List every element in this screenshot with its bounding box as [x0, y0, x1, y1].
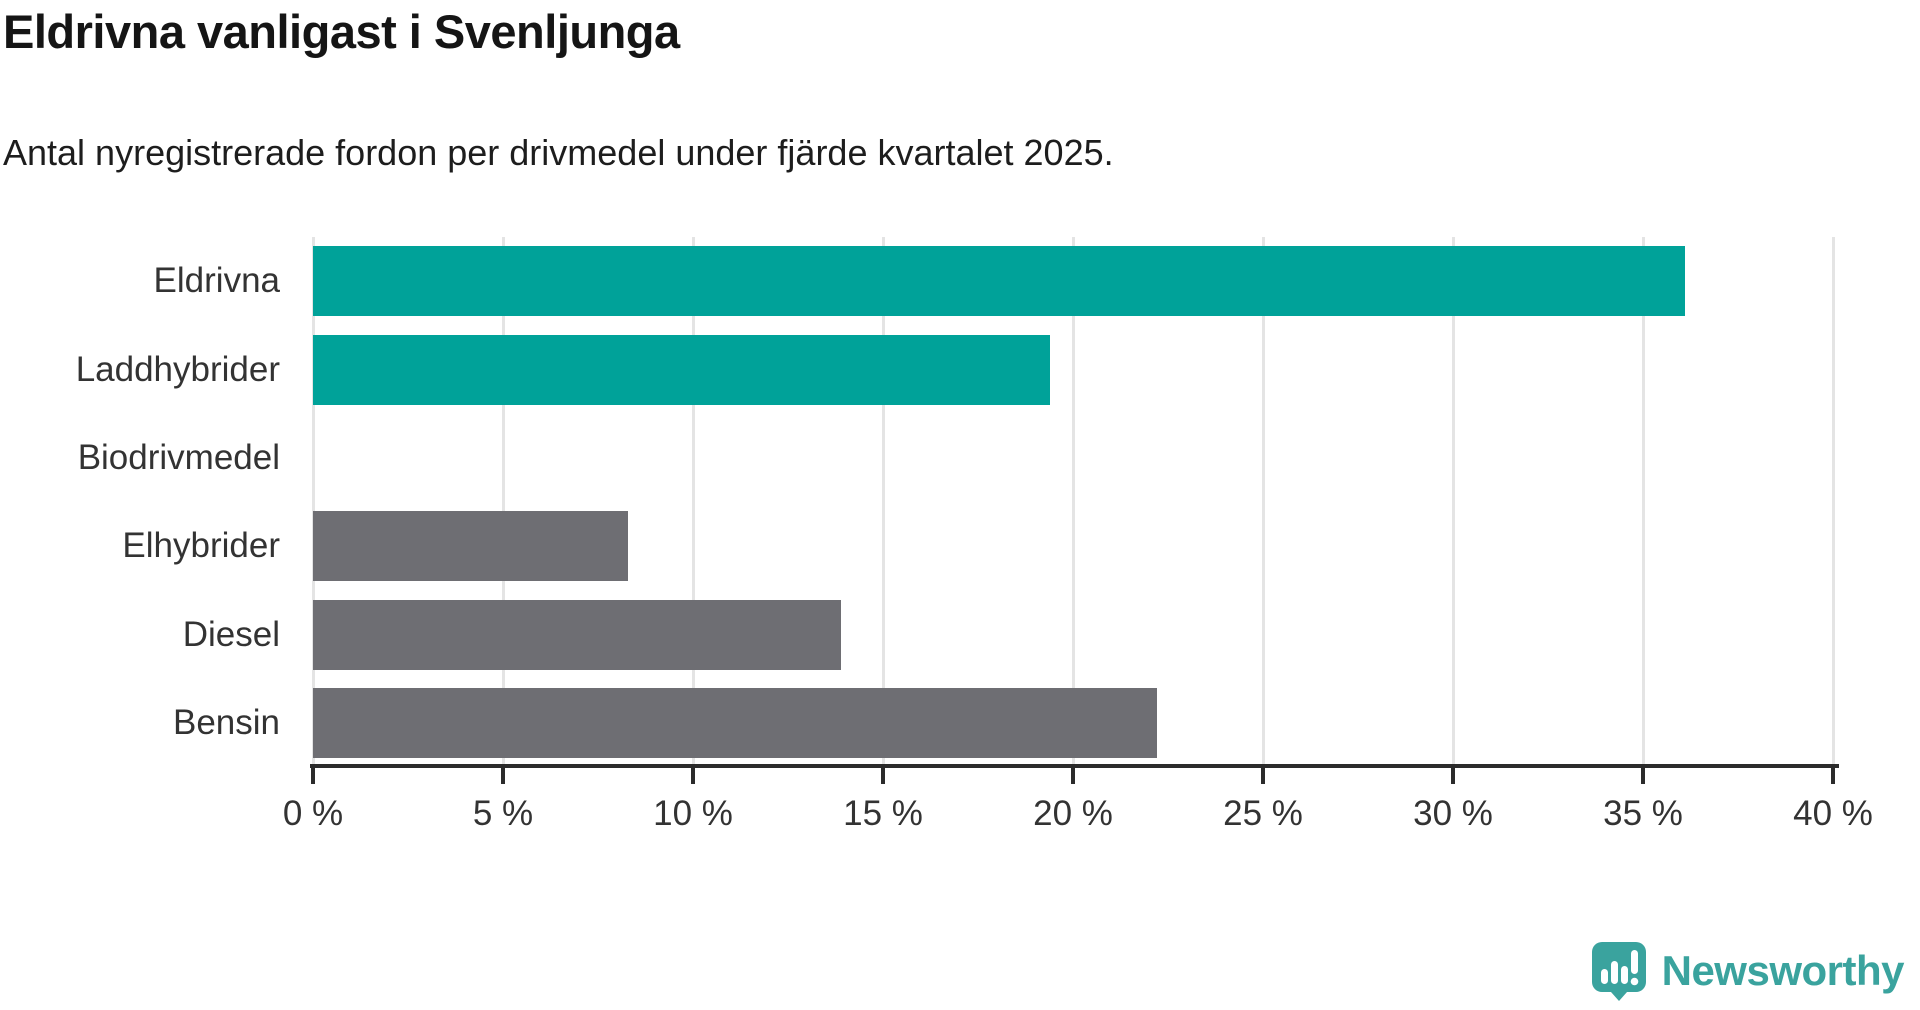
tick-label-0: 0 % — [282, 794, 344, 833]
gridline-25 — [1261, 237, 1265, 767]
tick-mark-40 — [1831, 768, 1835, 784]
gridline-30 — [1451, 237, 1455, 767]
plot-area — [311, 237, 1835, 767]
tick-label-40: 40 % — [1793, 794, 1873, 833]
category-label-diesel: Diesel — [182, 614, 280, 654]
tick-mark-0 — [311, 768, 315, 784]
chart-subtitle: Antal nyregistrerade fordon per drivmede… — [3, 132, 1114, 173]
category-label-elhybrider: Elhybrider — [122, 526, 280, 566]
gridline-15 — [881, 237, 885, 767]
tick-mark-20 — [1071, 768, 1075, 784]
tick-label-20: 20 % — [1033, 794, 1113, 833]
gridline-35 — [1641, 237, 1645, 767]
tick-mark-25 — [1261, 768, 1265, 784]
bar-diesel — [313, 599, 842, 670]
tick-label-15: 15 % — [843, 794, 923, 833]
y-axis-labels: Eldrivna Laddhybrider Biodrivmedel Elhybrid… — [0, 237, 292, 767]
gridline-10 — [691, 237, 695, 767]
tick-label-35: 35 % — [1603, 794, 1683, 833]
category-label-laddhybrider: Laddhybrider — [75, 349, 280, 389]
gridline-20 — [1071, 237, 1075, 767]
tick-mark-35 — [1641, 768, 1645, 784]
gridline-5 — [501, 237, 505, 767]
tick-mark-10 — [691, 768, 695, 784]
tick-label-10: 10 % — [653, 794, 733, 833]
x-axis-line — [310, 764, 1839, 768]
gridline-40 — [1831, 237, 1835, 767]
newsworthy-logo-icon — [1591, 942, 1646, 1001]
bar-laddhybrider — [313, 334, 1051, 405]
tick-mark-15 — [881, 768, 885, 784]
bar-elhybrider — [313, 511, 629, 582]
category-label-biodrivmedel: Biodrivmedel — [77, 437, 280, 477]
tick-label-5: 5 % — [472, 794, 534, 833]
tick-mark-30 — [1451, 768, 1455, 784]
tick-mark-5 — [501, 768, 505, 784]
x-axis-ticks: 0 % 5 % 10 % 15 % 20 % 25 % 30 % 35 % 40 % — [283, 768, 1873, 848]
chart-title: Eldrivna vanligast i Svenljunga — [3, 5, 680, 58]
category-label-eldrivna: Eldrivna — [153, 261, 280, 301]
footer-brand: Newsworthy — [1590, 940, 1905, 1002]
bar-bensin — [313, 687, 1157, 758]
brand-name: Newsworthy — [1661, 947, 1905, 994]
category-label-bensin: Bensin — [172, 702, 280, 742]
gridline-0 — [311, 237, 315, 767]
tick-label-30: 30 % — [1413, 794, 1493, 833]
bar-eldrivna — [313, 246, 1685, 317]
tick-label-25: 25 % — [1223, 794, 1303, 833]
